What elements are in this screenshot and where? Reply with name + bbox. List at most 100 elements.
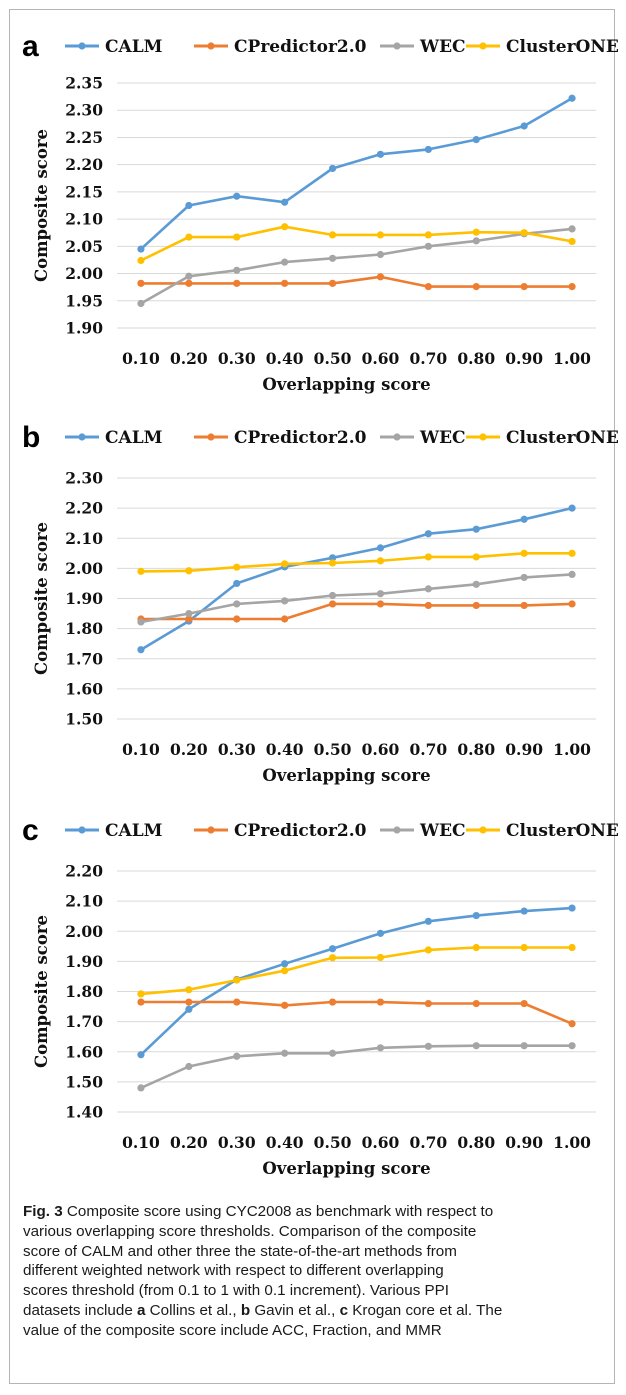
series-cpredictor2-0 <box>137 273 576 291</box>
data-point <box>281 960 289 968</box>
data-point <box>185 567 193 575</box>
data-point <box>376 557 385 565</box>
data-point <box>424 917 432 925</box>
data-point <box>376 590 385 598</box>
x-axis-title: Overlapping score <box>262 1159 430 1178</box>
data-point <box>137 1051 145 1059</box>
caption-text: various overlapping score thresholds. Co… <box>23 1222 477 1240</box>
y-tick-label: 1.70 <box>65 1012 103 1031</box>
y-tick-label: 1.80 <box>65 982 103 1001</box>
data-point <box>281 279 289 287</box>
series-line <box>140 573 573 624</box>
series-line <box>140 551 572 573</box>
legend-label: CPredictor2.0 <box>234 37 367 57</box>
data-point <box>185 998 193 1006</box>
data-point <box>520 1042 528 1050</box>
x-axis-title: Overlapping score <box>262 766 430 785</box>
legend-item: CPredictor2.0 <box>194 821 367 841</box>
legend-label: ClusterONE <box>506 37 619 57</box>
legend-marker <box>479 826 487 834</box>
legend-label: WEC <box>419 37 466 57</box>
data-point <box>185 279 193 287</box>
x-tick-label: 0.60 <box>362 349 400 368</box>
x-tick-label: 0.90 <box>505 349 543 368</box>
data-point <box>472 553 480 561</box>
data-point <box>520 515 528 523</box>
chart-panel-c: c CALM CPredictor2.0 WEC ClusterONE 1.40 1.50 1… <box>22 814 619 1178</box>
legend-label: ClusterONE <box>506 428 619 448</box>
data-point <box>137 646 145 654</box>
data-point <box>233 600 241 608</box>
data-point <box>376 1044 385 1052</box>
x-tick-label: 1.00 <box>553 1133 591 1152</box>
data-point <box>376 998 385 1006</box>
y-tick-label: 2.35 <box>65 74 103 93</box>
x-tick-label: 0.50 <box>314 349 352 368</box>
data-point <box>328 559 337 567</box>
data-point <box>568 504 576 512</box>
data-point <box>137 256 145 265</box>
series-clusterone <box>137 549 576 575</box>
caption-text: Krogan core et al. The <box>348 1301 503 1319</box>
legend-marker <box>78 42 86 50</box>
x-tick-label: 0.60 <box>362 1133 400 1152</box>
caption-text: value of the composite score include ACC… <box>23 1321 442 1339</box>
y-tick-label: 2.00 <box>65 264 103 283</box>
y-tick-label: 2.20 <box>65 155 103 174</box>
series-line <box>140 275 572 288</box>
data-point <box>137 990 145 998</box>
data-point <box>472 580 480 588</box>
data-point <box>328 231 337 239</box>
caption-line: various overlapping score thresholds. Co… <box>23 1222 603 1242</box>
data-point <box>520 283 528 291</box>
data-point <box>424 283 432 291</box>
data-point <box>520 573 528 582</box>
data-point <box>328 954 337 962</box>
data-point <box>233 279 241 287</box>
legend-item: ClusterONE <box>466 428 619 448</box>
legend-label: CPredictor2.0 <box>234 428 367 448</box>
legend-item: ClusterONE <box>466 37 619 57</box>
data-point <box>520 122 528 130</box>
caption-text: different weighted network with respect … <box>23 1262 444 1280</box>
data-point <box>185 615 193 623</box>
data-point <box>424 553 432 561</box>
data-point <box>376 929 385 937</box>
data-point <box>520 601 528 610</box>
legend-label: CALM <box>105 37 163 57</box>
data-point <box>472 228 480 236</box>
y-tick-label: 1.80 <box>65 619 103 638</box>
x-axis-title: Overlapping score <box>262 375 430 394</box>
x-tick-label: 0.40 <box>266 740 304 759</box>
panel-reference: c <box>339 1301 349 1319</box>
legend-item: WEC <box>380 37 466 57</box>
series-wec <box>137 1042 576 1092</box>
data-point <box>233 563 241 571</box>
data-point <box>520 907 528 915</box>
y-axis-title: Composite score <box>32 522 51 675</box>
y-tick-label: 1.90 <box>65 589 103 608</box>
series-line <box>140 946 572 996</box>
data-point <box>137 998 145 1006</box>
legend-marker <box>393 42 401 50</box>
x-tick-label: 0.40 <box>266 1133 304 1152</box>
series-cpredictor2-0 <box>137 998 576 1028</box>
y-tick-label: 1.50 <box>65 710 103 729</box>
legend-label: CALM <box>105 428 163 448</box>
y-tick-label: 1.90 <box>65 319 103 338</box>
data-point <box>376 150 385 158</box>
legend-marker <box>479 433 487 441</box>
data-point <box>137 299 145 308</box>
legend-marker <box>207 433 215 441</box>
data-point <box>328 254 337 262</box>
x-tick-label: 0.80 <box>457 740 495 759</box>
y-tick-label: 2.20 <box>65 499 103 518</box>
data-point <box>281 1001 289 1009</box>
legend-item: CALM <box>65 428 163 448</box>
data-point <box>185 201 193 210</box>
data-point <box>376 273 385 281</box>
data-point <box>328 591 337 600</box>
x-tick-label: 0.90 <box>505 740 543 759</box>
legend-marker <box>393 433 401 441</box>
x-tick-label: 0.20 <box>170 349 208 368</box>
